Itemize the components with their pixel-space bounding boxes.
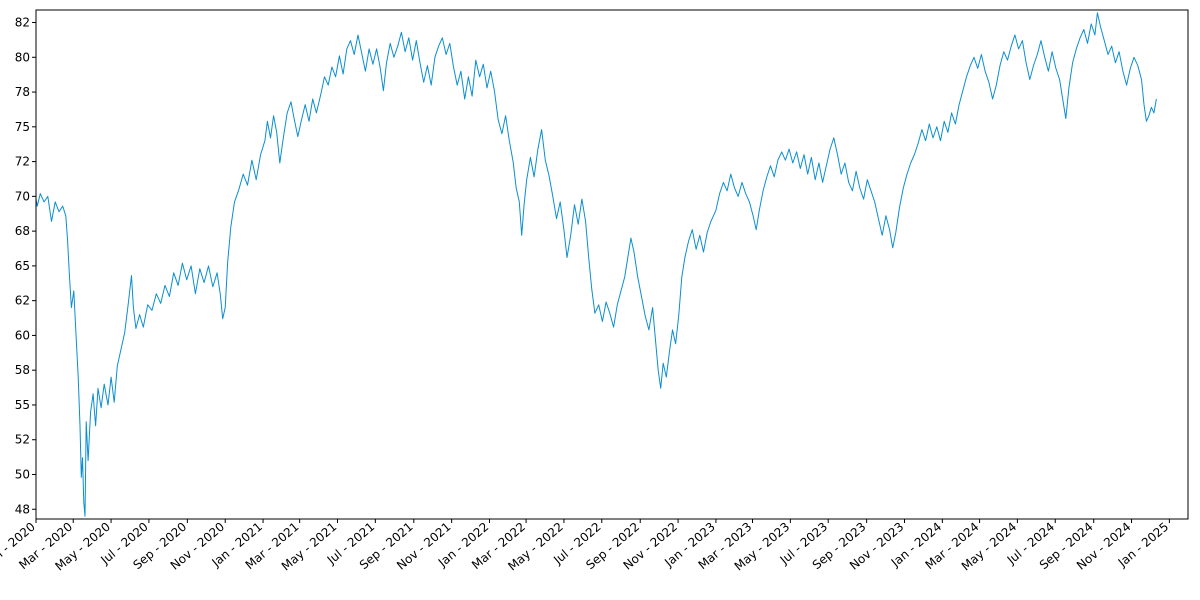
series-line	[35, 12, 1157, 517]
y-tick-label: 60	[15, 328, 30, 342]
plot-area	[36, 10, 1188, 519]
y-tick-label: 68	[15, 224, 30, 238]
plot-frame	[35, 9, 1189, 520]
y-axis: 48 50 52 55 58 60 62 65 68 70 72 75 78 80 82	[15, 16, 36, 516]
y-tick-label: 50	[15, 467, 30, 481]
y-tick-label: 58	[15, 363, 30, 377]
y-tick-label: 62	[15, 294, 30, 308]
y-tick-label: 52	[15, 433, 30, 447]
y-tick-label: 55	[15, 398, 30, 412]
y-tick-label: 82	[15, 16, 30, 30]
y-tick-label: 48	[15, 502, 30, 516]
y-tick-label: 75	[15, 120, 30, 134]
y-tick-label: 65	[15, 259, 30, 273]
y-tick-label: 70	[15, 189, 30, 203]
y-tick-label: 78	[15, 85, 30, 99]
y-tick-label: 72	[15, 155, 30, 169]
y-tick-label: 80	[15, 50, 30, 64]
